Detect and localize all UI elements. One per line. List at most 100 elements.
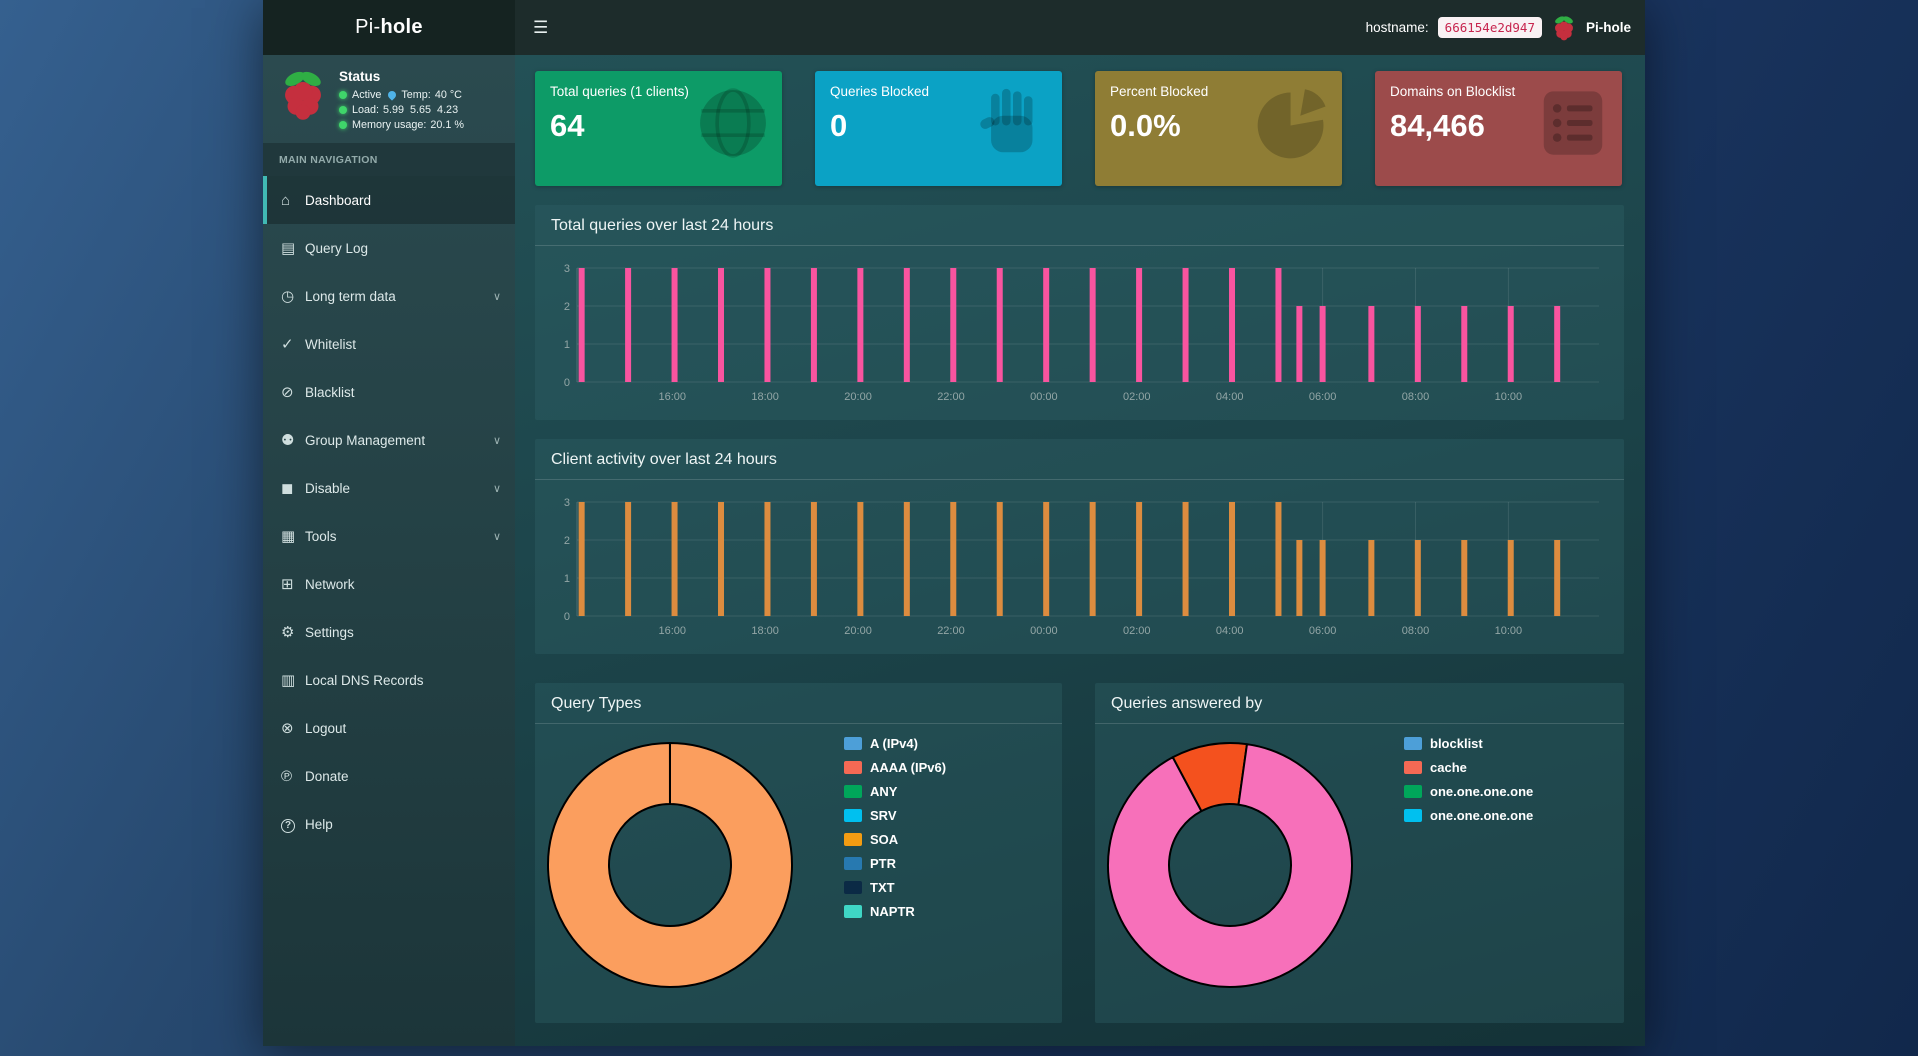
bar[interactable] <box>1368 540 1375 616</box>
bar[interactable] <box>1229 268 1236 382</box>
sidebar-logo[interactable]: Pi-hole <box>263 0 515 55</box>
bar[interactable] <box>1507 306 1514 382</box>
legend-item[interactable]: A (IPv4) <box>844 736 946 751</box>
sidebar-item-whitelist[interactable]: ✓ Whitelist <box>263 320 515 368</box>
bar[interactable] <box>810 268 817 382</box>
query-types-donut[interactable] <box>543 738 797 997</box>
bar[interactable] <box>1461 306 1468 382</box>
sidebar-item-disable[interactable]: ◼ Disable ∨ <box>263 464 515 512</box>
sidebar-item-tools[interactable]: ▦ Tools ∨ <box>263 512 515 560</box>
legend-label: one.one.one.one <box>1430 808 1534 823</box>
bar[interactable] <box>1461 540 1468 616</box>
bar[interactable] <box>857 268 864 382</box>
bar[interactable] <box>1089 268 1096 382</box>
bar[interactable] <box>1554 306 1561 382</box>
sidebar-item-dashboard[interactable]: ⌂ Dashboard <box>263 176 515 224</box>
bar[interactable] <box>718 268 725 382</box>
bar[interactable] <box>578 502 585 616</box>
bar[interactable] <box>625 268 632 382</box>
bar[interactable] <box>1554 540 1561 616</box>
legend-item[interactable]: NAPTR <box>844 904 946 919</box>
bar[interactable] <box>1229 502 1236 616</box>
folder-icon: ▦ <box>281 528 296 545</box>
sidebar-item-settings[interactable]: ⚙ Settings <box>263 608 515 656</box>
x-tick-label: 06:00 <box>1309 391 1337 403</box>
bar[interactable] <box>950 268 957 382</box>
bar[interactable] <box>764 502 771 616</box>
bar[interactable] <box>810 502 817 616</box>
bar[interactable] <box>1414 540 1421 616</box>
bar[interactable] <box>764 268 771 382</box>
bar[interactable] <box>625 502 632 616</box>
sidebar-item-help[interactable]: ? Help <box>263 800 515 848</box>
bar[interactable] <box>1275 268 1282 382</box>
answered-by-donut[interactable] <box>1103 738 1357 997</box>
bar[interactable] <box>671 502 678 616</box>
query-types-chart[interactable] <box>543 738 797 992</box>
bar[interactable] <box>1089 502 1096 616</box>
panel-title: Client activity over last 24 hours <box>535 439 1624 480</box>
bar[interactable] <box>996 268 1003 382</box>
bar[interactable] <box>996 502 1003 616</box>
sidebar-item-logout[interactable]: ⊗ Logout <box>263 704 515 752</box>
sidebar-item-label: Tools <box>305 528 337 544</box>
bar[interactable] <box>1136 268 1143 382</box>
bar[interactable] <box>1319 306 1326 382</box>
bar[interactable] <box>1319 540 1326 616</box>
sidebar-item-network[interactable]: ⊞ Network <box>263 560 515 608</box>
sidebar-item-blacklist[interactable]: ⊘ Blacklist <box>263 368 515 416</box>
bar[interactable] <box>857 502 864 616</box>
bar[interactable] <box>1296 540 1303 616</box>
summary-card-total-queries-1-clients[interactable]: Total queries (1 clients) 64 <box>535 71 782 186</box>
x-tick-label: 06:00 <box>1309 625 1337 637</box>
legend-item[interactable]: AAAA (IPv6) <box>844 760 946 775</box>
sidebar-item-group-management[interactable]: ⚉ Group Management ∨ <box>263 416 515 464</box>
client-activity-chart[interactable]: 0 1 2 3 16:00 18:00 20:00 22:00 00:00 02:00 04:00 0… <box>551 494 1604 646</box>
bar[interactable] <box>1136 502 1143 616</box>
bar[interactable] <box>903 268 910 382</box>
summary-card-percent-blocked[interactable]: Percent Blocked 0.0% <box>1095 71 1342 186</box>
bar[interactable] <box>950 502 957 616</box>
bar[interactable] <box>903 502 910 616</box>
file-icon: ▤ <box>281 240 296 257</box>
legend-item[interactable]: blocklist <box>1404 736 1533 751</box>
bar[interactable] <box>1507 540 1514 616</box>
legend-item[interactable]: one.one.one.one <box>1404 808 1533 823</box>
bar[interactable] <box>1182 268 1189 382</box>
legend-item[interactable]: ANY <box>844 784 946 799</box>
bar[interactable] <box>578 268 585 382</box>
sidebar-item-query-log[interactable]: ▤ Query Log <box>263 224 515 272</box>
bar[interactable] <box>718 502 725 616</box>
legend-item[interactable]: cache <box>1404 760 1533 775</box>
summary-card-domains-on-blocklist[interactable]: Domains on Blocklist 84,466 <box>1375 71 1622 186</box>
client-activity-chart-area[interactable]: 0 1 2 3 16:00 18:00 20:00 22:00 00:00 02:00 04:00 0… <box>551 494 1608 646</box>
sidebar-toggle-icon[interactable]: ☰ <box>533 17 549 37</box>
donut-slice[interactable] <box>547 742 794 988</box>
bar[interactable] <box>1043 502 1050 616</box>
legend-item[interactable]: PTR <box>844 856 946 871</box>
legend-item[interactable]: one.one.one.one <box>1404 784 1533 799</box>
bar[interactable] <box>1368 306 1375 382</box>
sidebar-item-long-term-data[interactable]: ◷ Long term data ∨ <box>263 272 515 320</box>
donut-slice[interactable] <box>1107 743 1353 988</box>
bar[interactable] <box>1043 268 1050 382</box>
answered-by-chart[interactable] <box>1103 738 1357 992</box>
legend-item[interactable]: TXT <box>844 880 946 895</box>
x-tick-label: 02:00 <box>1123 625 1151 637</box>
answered-by-legend: blocklist cache one.one.one.one one.one.one… <box>1404 736 1533 823</box>
total-queries-chart-area[interactable]: 0 1 2 3 16:00 18:00 20:00 22:00 00:00 02:00 04:00 0… <box>551 260 1608 412</box>
home-icon: ⌂ <box>281 191 291 209</box>
bar[interactable] <box>1275 502 1282 616</box>
legend-item[interactable]: SOA <box>844 832 946 847</box>
bar[interactable] <box>1296 306 1303 382</box>
sidebar-item-donate[interactable]: ℗ Donate <box>263 752 515 800</box>
pie-chart-icon <box>1254 84 1332 162</box>
bar[interactable] <box>1182 502 1189 616</box>
summary-card-queries-blocked[interactable]: Queries Blocked 0 <box>815 71 1062 186</box>
chevron-down-icon: ∨ <box>492 530 501 543</box>
legend-item[interactable]: SRV <box>844 808 946 823</box>
bar[interactable] <box>671 268 678 382</box>
sidebar-item-local-dns-records[interactable]: ▥ Local DNS Records <box>263 656 515 704</box>
total-queries-chart[interactable]: 0 1 2 3 16:00 18:00 20:00 22:00 00:00 02:00 04:00 0… <box>551 260 1604 412</box>
bar[interactable] <box>1414 306 1421 382</box>
